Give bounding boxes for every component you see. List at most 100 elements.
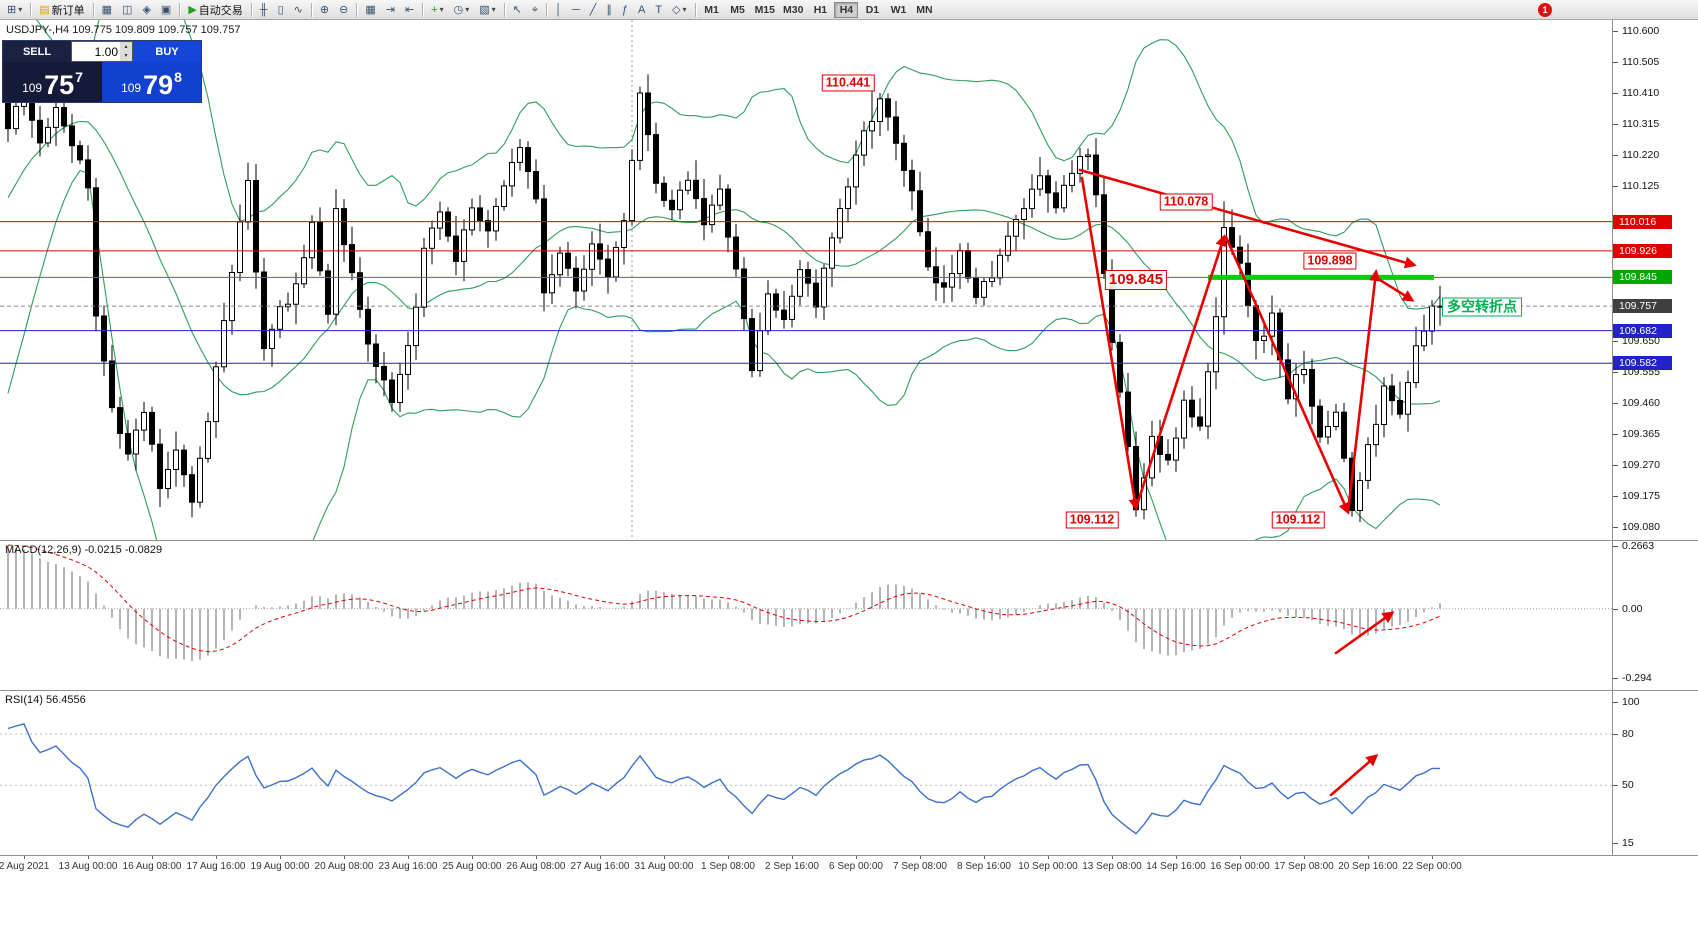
timeframe-m5[interactable]: M5 [726, 2, 750, 18]
new-order-button[interactable]: ▤ 新订单 [35, 1, 88, 19]
pane-separator[interactable] [0, 690, 1698, 691]
sell-button[interactable]: SELL [3, 41, 71, 62]
trend-arrow[interactable] [1134, 234, 1227, 510]
trendline-icon: ╱ [589, 3, 597, 16]
periods-icon: ◷ [453, 3, 464, 16]
line-chart-button[interactable]: ∿ [290, 1, 307, 19]
trend-arrows[interactable] [1078, 168, 1417, 515]
time-label: 20 Aug 08:00 [314, 861, 374, 872]
price-tick: 110.315 [1622, 118, 1660, 130]
buy-price[interactable]: 109 79 8 [102, 62, 201, 102]
horizontal-line-button[interactable]: ─ [568, 1, 584, 19]
channel-button[interactable]: ∥ [602, 1, 616, 19]
volume-down-button[interactable]: ▾ [120, 51, 132, 61]
autotrade-button[interactable]: ▶ 自动交易 [184, 1, 246, 19]
chart-shift-button[interactable]: ⇤ [401, 1, 418, 19]
macd-canvas[interactable] [0, 541, 1612, 690]
market-watch-button[interactable]: ▦ [98, 1, 116, 19]
caret-down-icon: ▾ [465, 5, 470, 14]
fibonacci-button[interactable]: ƒ [618, 1, 632, 19]
tile-windows-button[interactable]: ▦ [361, 1, 379, 19]
candles-layer [5, 73, 1443, 523]
time-tick-mark [1048, 856, 1049, 859]
auto-scroll-button[interactable]: ⇥ [382, 1, 399, 19]
trend-arrow[interactable] [1378, 278, 1415, 302]
rsi-tick: 100 [1622, 696, 1640, 708]
toolbar-separator [422, 2, 424, 17]
time-axis[interactable]: 2 Aug 2021 13 Aug 00:00 16 Aug 08:00 17 Aug… [0, 855, 1698, 878]
macd-tick: 0.00 [1622, 603, 1643, 615]
toolbar-separator [250, 2, 252, 17]
arrows-button[interactable]: ◇ ▾ [668, 1, 690, 19]
time-label: 31 Aug 00:00 [634, 861, 694, 872]
turning-point-note[interactable]: 多空转折点 [1442, 297, 1522, 317]
price-annotation[interactable]: 109.112 [1065, 511, 1119, 529]
trend-arrow[interactable] [1080, 176, 1141, 511]
periods-button[interactable]: ◷ ▾ [450, 1, 474, 19]
price-annotation[interactable]: 109.845 [1104, 270, 1168, 290]
timeframe-m1[interactable]: M1 [700, 2, 724, 18]
buy-button[interactable]: BUY [133, 41, 201, 62]
volume-input[interactable] [72, 42, 120, 61]
sell-price[interactable]: 109 75 7 [3, 62, 102, 102]
axis-tick-mark [1613, 734, 1618, 735]
templates-button[interactable]: ▧ ▾ [475, 1, 499, 19]
candlestick-chart-button[interactable]: ▯ [274, 1, 288, 19]
text-button[interactable]: A [634, 1, 649, 19]
cursor-button[interactable]: ↖ [509, 1, 526, 19]
price-annotation[interactable]: 109.112 [1271, 511, 1325, 529]
vertical-line-button[interactable]: │ [551, 1, 566, 19]
buy-price-pipette: 8 [174, 69, 182, 85]
rsi-canvas[interactable] [0, 691, 1612, 855]
trend-arrow[interactable] [1224, 235, 1350, 515]
bars-chart-button[interactable]: ╫ [256, 1, 272, 19]
time-label: 14 Sep 16:00 [1146, 861, 1206, 872]
price-axis[interactable]: 110.600 110.505 110.410 110.315 110.220 110.1… [1612, 20, 1698, 540]
trade-panel-prices: 109 75 7 109 79 8 [3, 62, 201, 102]
price-annotation[interactable]: 110.441 [821, 74, 875, 92]
volume-up-button[interactable]: ▴ [120, 42, 132, 52]
timeframe-h4[interactable]: H4 [834, 1, 859, 18]
trend-arrow[interactable] [1346, 269, 1381, 514]
new-order-button-label: 新订单 [51, 4, 85, 17]
crosshair-button[interactable]: ⌖ [528, 1, 542, 19]
time-label: 19 Aug 00:00 [250, 861, 310, 872]
rsi-trend-arrow[interactable] [1329, 754, 1379, 797]
price-annotation[interactable]: 110.078 [1159, 193, 1213, 211]
price-level-label: 110.016 [1613, 215, 1672, 229]
rsi-axis[interactable]: 100 80 50 15 [1612, 691, 1698, 855]
new-chart-button[interactable]: ⊞ ▾ [3, 1, 26, 19]
sell-price-prefix: 109 [22, 81, 43, 95]
timeframe-m15[interactable]: M15 [752, 2, 778, 18]
time-label: 16 Aug 08:00 [122, 861, 182, 872]
timeframe-h1[interactable]: H1 [808, 2, 832, 18]
caret-down-icon: ▾ [18, 5, 23, 14]
price-chart-canvas[interactable] [0, 20, 1612, 540]
timeframe-d1[interactable]: D1 [860, 2, 884, 18]
macd-axis[interactable]: 0.2663 0.00 -0.294 [1612, 540, 1698, 690]
navigator-button[interactable]: ◈ [138, 1, 154, 19]
time-label: 8 Sep 16:00 [957, 861, 1011, 872]
text-label-button[interactable]: T [651, 1, 666, 19]
time-tick-mark [920, 856, 921, 859]
buy-price-prefix: 109 [121, 81, 142, 95]
toolbar-separator [694, 2, 696, 17]
candlestick-chart-icon: ▯ [277, 3, 284, 16]
timeframe-w1[interactable]: W1 [886, 2, 910, 18]
trend-arrow[interactable] [1078, 168, 1417, 269]
zoom-in-button[interactable]: ⊕ [316, 1, 333, 19]
pane-separator[interactable] [0, 540, 1698, 541]
time-label: 26 Aug 08:00 [506, 861, 566, 872]
indicators-button[interactable]: + ▾ [427, 1, 447, 19]
macd-trend-arrow[interactable] [1334, 611, 1395, 655]
timeframe-mn[interactable]: MN [912, 2, 936, 18]
price-annotation[interactable]: 109.898 [1303, 252, 1357, 270]
zoom-out-button[interactable]: ⊖ [335, 1, 352, 19]
line-chart-icon: ∿ [293, 3, 303, 16]
data-window-button[interactable]: ◫ [118, 1, 136, 19]
notification-badge[interactable]: 1 [1538, 3, 1552, 17]
price-level-label: 109.682 [1613, 324, 1672, 338]
trendline-button[interactable]: ╱ [586, 1, 601, 19]
timeframe-m30[interactable]: M30 [780, 2, 806, 18]
terminal-button[interactable]: ▣ [157, 1, 175, 19]
